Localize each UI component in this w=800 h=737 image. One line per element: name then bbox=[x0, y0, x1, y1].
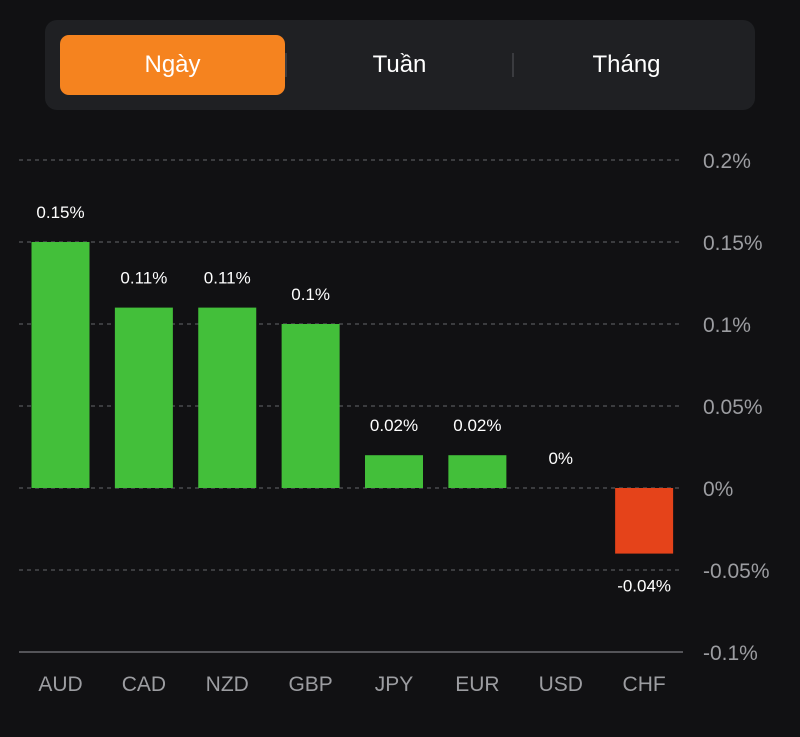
period-tab-bar: Ngày Tuần Tháng bbox=[45, 20, 755, 110]
x-tick-label: CAD bbox=[122, 673, 166, 696]
bar-chf bbox=[615, 488, 674, 554]
bar-cad bbox=[114, 307, 173, 488]
value-label: 0.15% bbox=[36, 203, 84, 222]
tab-week[interactable]: Tuần bbox=[372, 51, 427, 78]
bar-nzd bbox=[198, 307, 257, 488]
y-tick-label: 0% bbox=[703, 478, 733, 501]
value-label: 0.02% bbox=[370, 416, 418, 435]
tab-month[interactable]: Tháng bbox=[592, 51, 661, 78]
x-tick-label: GBP bbox=[288, 673, 332, 696]
tab-divider bbox=[512, 53, 514, 77]
tab-day[interactable]: Ngày bbox=[60, 35, 285, 95]
bar-jpy bbox=[365, 455, 423, 488]
value-label: 0% bbox=[548, 449, 573, 468]
value-label: -0.04% bbox=[617, 577, 671, 596]
value-label: 0.1% bbox=[291, 285, 330, 304]
x-tick-label: EUR bbox=[455, 673, 499, 696]
x-tick-label: USD bbox=[539, 673, 583, 696]
value-label: 0.02% bbox=[453, 416, 501, 435]
x-tick-label: NZD bbox=[206, 673, 249, 696]
bar-aud bbox=[31, 242, 90, 488]
tab-divider bbox=[285, 53, 287, 77]
y-tick-label: -0.05% bbox=[703, 560, 770, 583]
y-tick-label: 0.1% bbox=[703, 314, 751, 337]
x-tick-label: AUD bbox=[38, 673, 82, 696]
y-tick-label: -0.1% bbox=[703, 642, 758, 665]
bar-gbp bbox=[281, 324, 340, 488]
y-tick-label: 0.05% bbox=[703, 396, 763, 419]
x-tick-label: JPY bbox=[375, 673, 414, 696]
y-tick-label: 0.2% bbox=[703, 150, 751, 173]
value-label: 0.11% bbox=[120, 269, 167, 288]
bar-eur bbox=[448, 455, 507, 488]
value-label: 0.11% bbox=[204, 269, 251, 288]
y-tick-label: 0.15% bbox=[703, 232, 763, 255]
x-tick-label: CHF bbox=[623, 673, 666, 696]
